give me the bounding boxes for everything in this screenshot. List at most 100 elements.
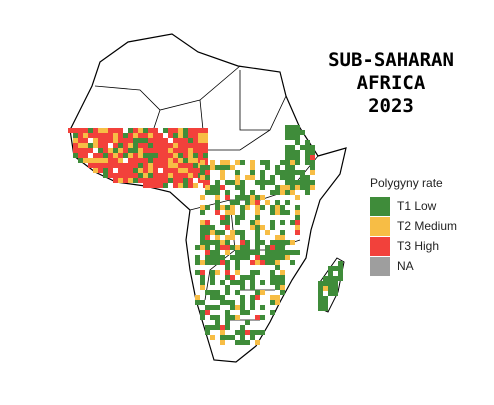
cell [225,245,230,250]
cell [235,270,240,275]
cell [333,286,338,291]
cell [128,178,133,183]
cell [173,128,178,133]
cell [128,133,133,138]
cell [225,165,230,170]
cell [118,163,123,168]
cell [200,205,205,210]
cell [220,260,225,265]
cell [260,240,265,245]
cell [98,168,103,173]
cell [118,143,123,148]
cell [240,245,245,250]
cell [260,195,265,200]
cell [275,245,280,250]
cell [260,180,265,185]
cell [193,143,198,148]
cell [203,148,208,153]
cell [215,290,220,295]
cell [93,128,98,133]
cell [270,275,275,280]
cell [305,180,310,185]
cell [210,280,215,285]
cell [205,310,210,315]
cell [98,143,103,148]
cell [173,153,178,158]
cell [220,160,225,165]
cell [250,165,255,170]
cell [230,245,235,250]
cell [280,290,285,295]
cell [103,128,108,133]
cell [193,148,198,153]
cell [240,210,245,215]
cell [225,275,230,280]
cell [270,190,275,195]
cell [215,255,220,260]
cell [173,163,178,168]
cell [295,125,300,130]
cell [198,143,203,148]
cell [138,143,143,148]
cell [188,153,193,158]
cell [83,153,88,158]
cell [118,128,123,133]
cell [153,148,158,153]
cell [133,143,138,148]
cell [290,185,295,190]
cell [265,250,270,255]
cell [225,265,230,270]
cell [295,150,300,155]
cell [88,128,93,133]
cell [255,200,260,205]
cell [183,153,188,158]
cell [220,240,225,245]
cell [133,133,138,138]
cell [78,138,83,143]
cell [98,163,103,168]
cell [210,230,215,235]
cell [183,133,188,138]
cell [205,230,210,235]
cell [235,180,240,185]
cell [220,215,225,220]
cell [143,173,148,178]
legend-title: Polygyny rate [370,176,443,190]
cell [215,235,220,240]
cell [133,173,138,178]
cell [328,276,333,281]
cell [200,230,205,235]
cell [138,178,143,183]
cell [235,245,240,250]
cell [123,178,128,183]
cell [158,163,163,168]
cell [163,158,168,163]
cell [290,180,295,185]
cell [108,133,113,138]
cell [93,163,98,168]
cell [333,266,338,271]
cell [323,286,328,291]
cell [245,330,250,335]
cell [118,133,123,138]
cell [178,133,183,138]
cell [205,165,210,170]
cell [240,295,245,300]
cell [173,158,178,163]
cell [143,128,148,133]
cell [260,185,265,190]
cell [118,148,123,153]
cell [225,160,230,165]
cell [205,180,210,185]
cell [255,180,260,185]
cell [290,145,295,150]
cell [255,205,260,210]
cell [178,168,183,173]
cell [250,275,255,280]
cell [210,240,215,245]
cell [210,255,215,260]
cell [133,128,138,133]
cell [310,155,315,160]
cell [143,158,148,163]
cell [153,173,158,178]
